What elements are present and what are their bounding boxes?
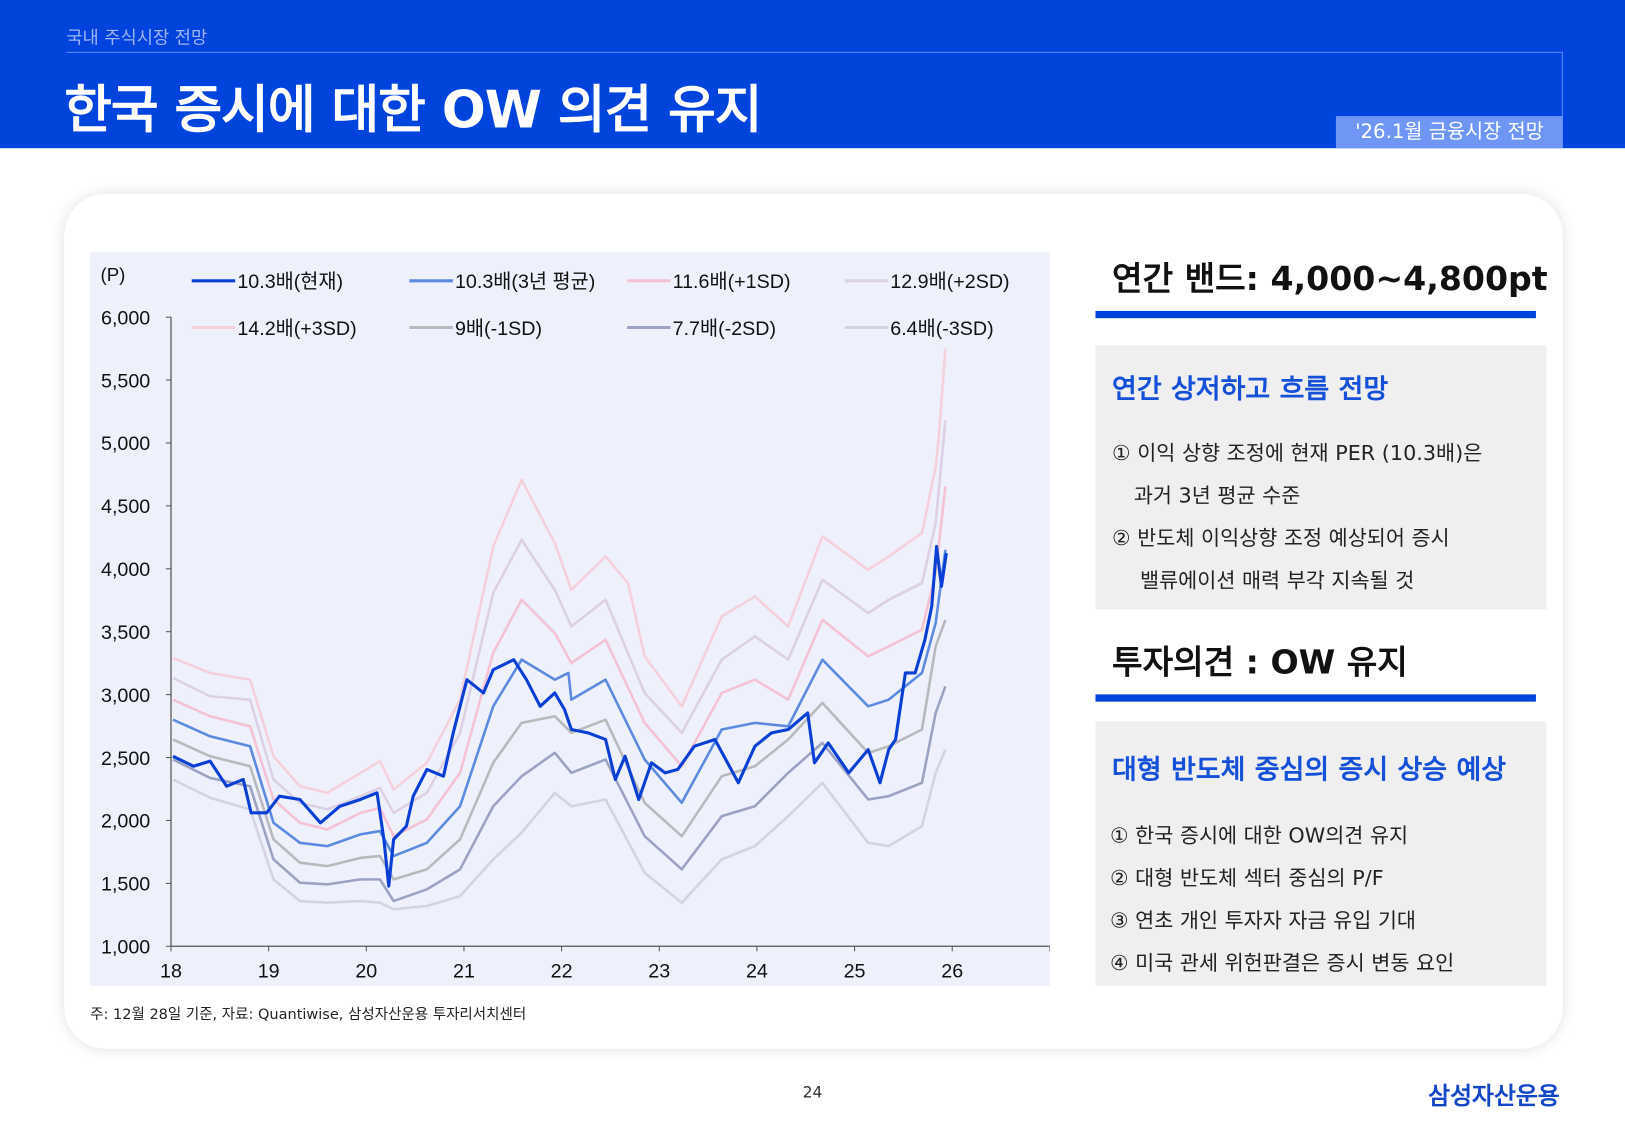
x-tick-label: 19 [258, 960, 280, 982]
y-tick-label: 1,000 [101, 936, 150, 958]
y-tick-label: 2,500 [101, 748, 150, 770]
y-tick-label: 6,000 [101, 307, 150, 329]
series-line-7 [172, 749, 947, 911]
blue-divider [1095, 694, 1536, 702]
header-bar: 국내 주식시장 전망 한국 증시에 대한 OW 의견 유지 '26.1월 금융시… [0, 0, 1625, 149]
blue-divider [1095, 310, 1536, 319]
legend-label-7: 6.4배(-3SD) [890, 318, 993, 340]
x-tick-label: 23 [648, 960, 670, 982]
outlook-item: 과거 3년 평균 수준 [1133, 482, 1301, 508]
y-tick-label: 3,000 [101, 685, 150, 707]
y-tick-label: 1,500 [101, 874, 150, 896]
company-logo: 삼성자산운용 [1428, 1083, 1560, 1110]
legend-label-0: 10.3배(현재) [237, 271, 343, 293]
series-line-6 [172, 685, 947, 903]
outlook-item: ① 이익 상향 조정에 현재 PER (10.3배)은 [1112, 440, 1483, 466]
expectation-box: 대형 반도체 중심의 증시 상승 예상 ① 한국 증시에 대한 OW의견 유지 … [1095, 721, 1547, 986]
x-tick-label: 20 [355, 960, 377, 982]
unit-label: (P) [101, 264, 126, 285]
series-line-1 [172, 549, 947, 858]
legend-label-3: 12.9배(+2SD) [890, 271, 1009, 293]
y-tick-label: 2,000 [101, 811, 150, 833]
legend-label-2: 11.6배(+1SD) [673, 271, 791, 293]
y-tick-label: 5,000 [101, 433, 150, 455]
expectation-item: ① 한국 증시에 대한 OW의견 유지 [1109, 822, 1409, 848]
per-band-chart: 1,000 1,500 2,000 2,500 3,000 3,500 4,000 4,500… [101, 264, 1050, 982]
report-tag: '26.1월 금융시장 전망 [1335, 116, 1563, 149]
x-tick-label: 22 [551, 960, 573, 982]
source-note: 주: 12월 28일 기준, 자료: Quantiwise, 삼성자산운용 투자… [90, 1006, 527, 1023]
legend-label-1: 10.3배(3년 평균) [455, 271, 595, 293]
series-line-4 [172, 348, 947, 795]
series-line-3 [172, 420, 947, 815]
legend-label-5: 9배(-1SD) [455, 318, 542, 340]
expectation-item: ③ 연초 개인 투자자 자금 유입 기대 [1109, 907, 1417, 933]
legend-label-4: 14.2배(+3SD) [237, 318, 356, 340]
expectation-item: ④ 미국 관세 위헌판결은 증시 변동 요인 [1109, 950, 1455, 976]
series-line-5 [172, 619, 947, 881]
page-number: 24 [802, 1083, 823, 1102]
y-tick-label: 3,500 [101, 622, 150, 644]
x-tick-label: 25 [844, 960, 866, 982]
header-divider [66, 51, 1563, 53]
outlook-heading: 연간 상저하고 흐름 전망 [1112, 374, 1389, 406]
x-tick-label: 26 [941, 960, 963, 982]
y-tick-label: 5,500 [101, 370, 150, 392]
x-tick-label: 24 [746, 960, 768, 982]
outlook-box: 연간 상저하고 흐름 전망 ① 이익 상향 조정에 현재 PER (10.3배)… [1095, 345, 1547, 610]
outlook-item: 밸류에이션 매력 부각 지속될 것 [1140, 567, 1415, 593]
opinion-title: 투자의견 : OW 유지 [1112, 642, 1408, 682]
x-tick-label: 18 [160, 960, 182, 982]
y-tick-label: 4,500 [101, 496, 150, 518]
legend-label-6: 7.7배(-2SD) [673, 318, 776, 340]
expectation-heading: 대형 반도체 중심의 증시 상승 예상 [1112, 754, 1507, 786]
chart-background [90, 251, 1050, 986]
outlook-item: ② 반도체 이익상향 조정 예상되어 증시 [1112, 525, 1450, 551]
annual-band-title: 연간 밴드: 4,000~4,800pt [1112, 259, 1548, 299]
x-tick-label: 21 [453, 960, 475, 982]
page-title: 한국 증시에 대한 OW 의견 유지 [64, 79, 762, 140]
series-line-0 [172, 544, 948, 888]
y-tick-label: 4,000 [101, 559, 150, 581]
header-divider-vertical [1561, 51, 1563, 118]
expectation-item: ② 대형 반도체 섹터 중심의 P/F [1109, 865, 1384, 891]
series-line-2 [172, 486, 947, 838]
section-label: 국내 주식시장 전망 [66, 27, 208, 49]
